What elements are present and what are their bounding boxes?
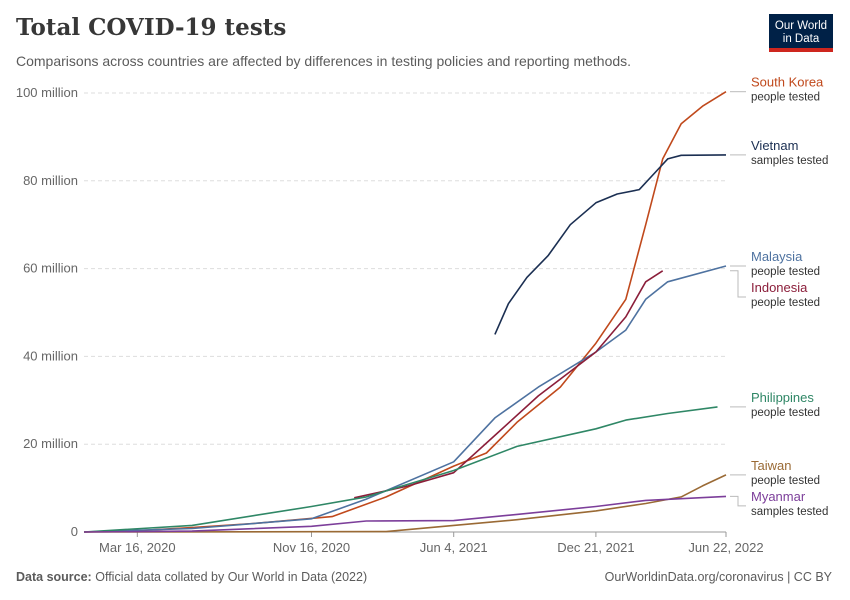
data-source: Data source: Official data collated by O…: [16, 570, 367, 584]
y-tick-label: 20 million: [23, 436, 78, 451]
series-sublabel-south-korea: people tested: [751, 92, 820, 104]
footer-link[interactable]: OurWorldinData.org/coronavirus | CC BY: [604, 570, 832, 584]
series-sublabel-indonesia: people tested: [751, 297, 820, 309]
series-line-malaysia: [83, 265, 727, 533]
series-sublabel-taiwan: people tested: [751, 475, 820, 487]
label-connector-myanmar: [730, 495, 746, 507]
x-tick-label: Nov 16, 2020: [273, 540, 350, 555]
series-line-taiwan: [83, 474, 727, 533]
series-line-myanmar: [83, 495, 727, 533]
y-tick-label: 40 million: [23, 348, 78, 363]
y-tick-label: 60 million: [23, 261, 78, 276]
x-tick-label: Mar 16, 2020: [99, 540, 176, 555]
y-tick-label: 100 million: [16, 85, 78, 100]
series-sublabel-malaysia: people tested: [751, 266, 820, 278]
x-tick-label: Dec 21, 2021: [557, 540, 634, 555]
data-source-label: Data source:: [16, 570, 92, 584]
chart-subtitle: Comparisons across countries are affecte…: [16, 53, 632, 69]
series-label-philippines: Philippines: [751, 390, 814, 405]
series-label-indonesia: Indonesia: [751, 280, 808, 295]
series-sublabel-vietnam: samples tested: [751, 155, 828, 167]
series-label-malaysia: Malaysia: [751, 249, 803, 264]
logo-line-1: Our World: [774, 20, 828, 32]
y-tick-label: 0: [71, 524, 78, 539]
data-source-text: Official data collated by Our World in D…: [95, 570, 368, 584]
series-sublabel-myanmar: samples tested: [751, 506, 828, 518]
series-line-vietnam: [494, 154, 727, 335]
series-line-south-korea: [83, 91, 727, 533]
owid-logo[interactable]: Our World in Data: [769, 14, 833, 52]
series-label-south-korea: South Korea: [751, 75, 824, 90]
x-tick-label: Jun 22, 2022: [688, 540, 763, 555]
y-tick-label: 80 million: [23, 173, 78, 188]
chart-title: Total COVID-19 tests: [16, 14, 287, 41]
series-sublabel-philippines: people tested: [751, 407, 820, 419]
x-tick-label: Jun 4, 2021: [420, 540, 488, 555]
series-label-myanmar: Myanmar: [751, 489, 806, 504]
series-line-indonesia: [354, 270, 664, 499]
label-connector-indonesia: [730, 270, 746, 298]
logo-line-2: in Data: [782, 33, 820, 45]
series-line-philippines: [83, 406, 718, 533]
series-label-taiwan: Taiwan: [751, 458, 791, 473]
series-label-vietnam: Vietnam: [751, 138, 798, 153]
